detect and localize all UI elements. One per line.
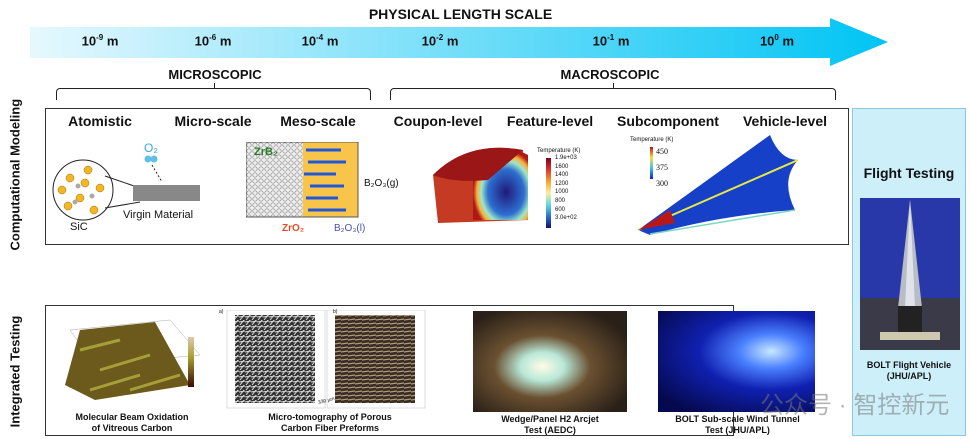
scale-tick: 10-2 m bbox=[421, 33, 459, 49]
scale-tick: 10-9 m bbox=[81, 33, 119, 49]
caption-wind-tunnel: BOLT Sub-scale Wind Tunnel Test (JHU/APL) bbox=[675, 414, 800, 435]
arcjet-test-photo bbox=[473, 311, 627, 412]
micro-tomography-images bbox=[226, 310, 426, 409]
header-subcomponent: Subcomponent bbox=[617, 113, 719, 129]
scale-tick: 10-4 m bbox=[301, 33, 339, 49]
page-title: PHYSICAL LENGTH SCALE bbox=[368, 6, 553, 22]
tomography-label-a: a) bbox=[219, 309, 224, 315]
header-feature-level: Feature-level bbox=[506, 113, 594, 129]
macroscopic-label: MACROSCOPIC bbox=[560, 67, 660, 82]
vehicle-legend-title: Temperature (K) bbox=[630, 137, 674, 143]
caption-molecular-beam: Molecular Beam Oxidation of Vitreous Carb… bbox=[75, 412, 189, 433]
scale-tick: 100 m bbox=[759, 33, 795, 49]
header-meso-scale: Meso-scale bbox=[280, 113, 356, 129]
header-micro-scale: Micro-scale bbox=[174, 113, 252, 129]
bolt-flight-vehicle-photo bbox=[860, 198, 960, 350]
tomography-label-b: b) bbox=[333, 309, 338, 315]
coupon-thermal-model bbox=[433, 147, 528, 223]
integrated-testing-label: Integrated Testing bbox=[7, 315, 23, 428]
b2o3-liquid-label: B₂O₃(l) bbox=[334, 223, 366, 234]
vehicle-colorbar bbox=[650, 147, 653, 179]
scale-tick: 10-1 m bbox=[592, 33, 630, 49]
coupon-colorbar bbox=[546, 158, 551, 228]
o2-label: O₂ bbox=[144, 141, 158, 155]
vehicle-thermal-model bbox=[637, 135, 799, 235]
b2o3-gas-label: B₂O₃(g) bbox=[364, 178, 399, 189]
header-coupon-level: Coupon-level bbox=[393, 113, 483, 129]
coupon-legend-title: Temperature (K) bbox=[537, 148, 581, 154]
caption-micro-tomography: Micro-tomography of Porous Carbon Fiber P… bbox=[268, 412, 392, 433]
wind-tunnel-photo bbox=[658, 311, 815, 412]
macroscopic-brace bbox=[390, 83, 836, 100]
microscopic-brace bbox=[56, 83, 371, 100]
coupon-legend-ticks: 1.9e+03 1600 1400 1200 1000 800 600 3.0e+02 bbox=[555, 155, 577, 222]
afm-surface-image bbox=[65, 319, 201, 400]
flight-testing-title: Flight Testing bbox=[863, 165, 955, 181]
sic-label: SiC bbox=[70, 221, 88, 233]
scale-tick: 10-6 m bbox=[194, 33, 232, 49]
virgin-material-label: Virgin Material bbox=[123, 209, 194, 221]
sic-crystal-illustration bbox=[52, 155, 200, 221]
vehicle-legend-ticks: 450 375 300 bbox=[656, 147, 668, 188]
watermark: 公众号 · 智控新元 bbox=[760, 392, 950, 419]
header-atomistic: Atomistic bbox=[68, 113, 132, 129]
zrb2-label: ZrB₂ bbox=[254, 146, 278, 158]
zro2-label: ZrO₂ bbox=[282, 223, 305, 234]
length-scale-arrow bbox=[30, 18, 888, 66]
microscopic-label: MICROSCOPIC bbox=[168, 67, 262, 82]
computational-modeling-label: Computational Modeling bbox=[7, 98, 23, 251]
header-vehicle-level: Vehicle-level bbox=[742, 113, 828, 129]
caption-arcjet: Wedge/Panel H2 Arcjet Test (AEDC) bbox=[501, 414, 599, 435]
caption-bolt-flight-vehicle: BOLT Flight Vehicle (JHU/APL) bbox=[866, 360, 952, 381]
meso-scale-illustration bbox=[246, 142, 359, 218]
